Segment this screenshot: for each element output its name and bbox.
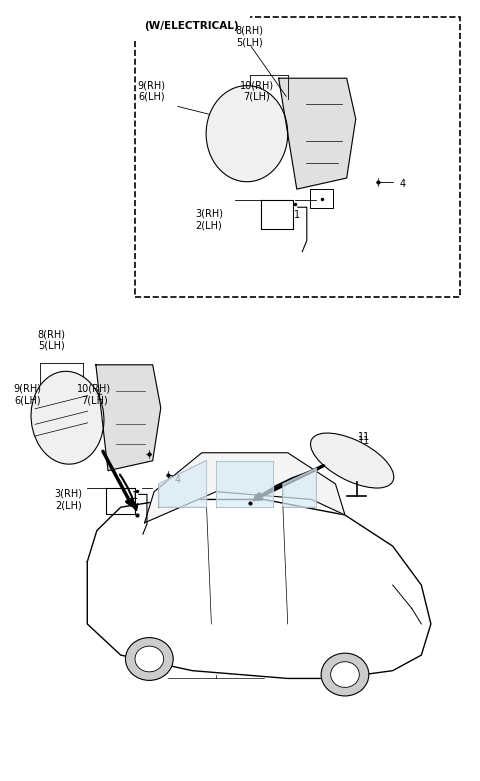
Text: 1: 1: [132, 490, 138, 501]
Ellipse shape: [31, 371, 104, 464]
Polygon shape: [216, 461, 274, 507]
Polygon shape: [87, 500, 431, 679]
Text: 8(RH)
5(LH): 8(RH) 5(LH): [37, 329, 65, 351]
Text: 3(RH)
2(LH): 3(RH) 2(LH): [195, 209, 223, 230]
Polygon shape: [283, 469, 316, 507]
Text: 4: 4: [175, 475, 181, 485]
Text: 10(RH)
7(LH): 10(RH) 7(LH): [240, 80, 274, 102]
Ellipse shape: [321, 653, 369, 696]
Text: 11: 11: [358, 432, 370, 442]
Polygon shape: [279, 78, 356, 189]
Ellipse shape: [311, 433, 394, 488]
Text: 11: 11: [358, 436, 370, 446]
Text: 9(RH)
6(LH): 9(RH) 6(LH): [13, 383, 42, 405]
Text: 10(RH)
7(LH): 10(RH) 7(LH): [77, 383, 111, 405]
Polygon shape: [144, 453, 345, 522]
Text: 3(RH)
2(LH): 3(RH) 2(LH): [54, 489, 82, 510]
Ellipse shape: [135, 646, 164, 672]
Ellipse shape: [125, 637, 173, 680]
Ellipse shape: [206, 86, 288, 182]
Text: 4: 4: [399, 180, 405, 189]
Text: 8(RH)
5(LH): 8(RH) 5(LH): [236, 26, 264, 47]
FancyBboxPatch shape: [135, 17, 459, 297]
Text: 1: 1: [294, 210, 300, 220]
Ellipse shape: [331, 662, 360, 687]
Text: 9(RH)
6(LH): 9(RH) 6(LH): [138, 80, 166, 102]
Polygon shape: [159, 461, 206, 507]
Polygon shape: [96, 365, 161, 471]
Text: (W/ELECTRICAL): (W/ELECTRICAL): [144, 21, 239, 30]
